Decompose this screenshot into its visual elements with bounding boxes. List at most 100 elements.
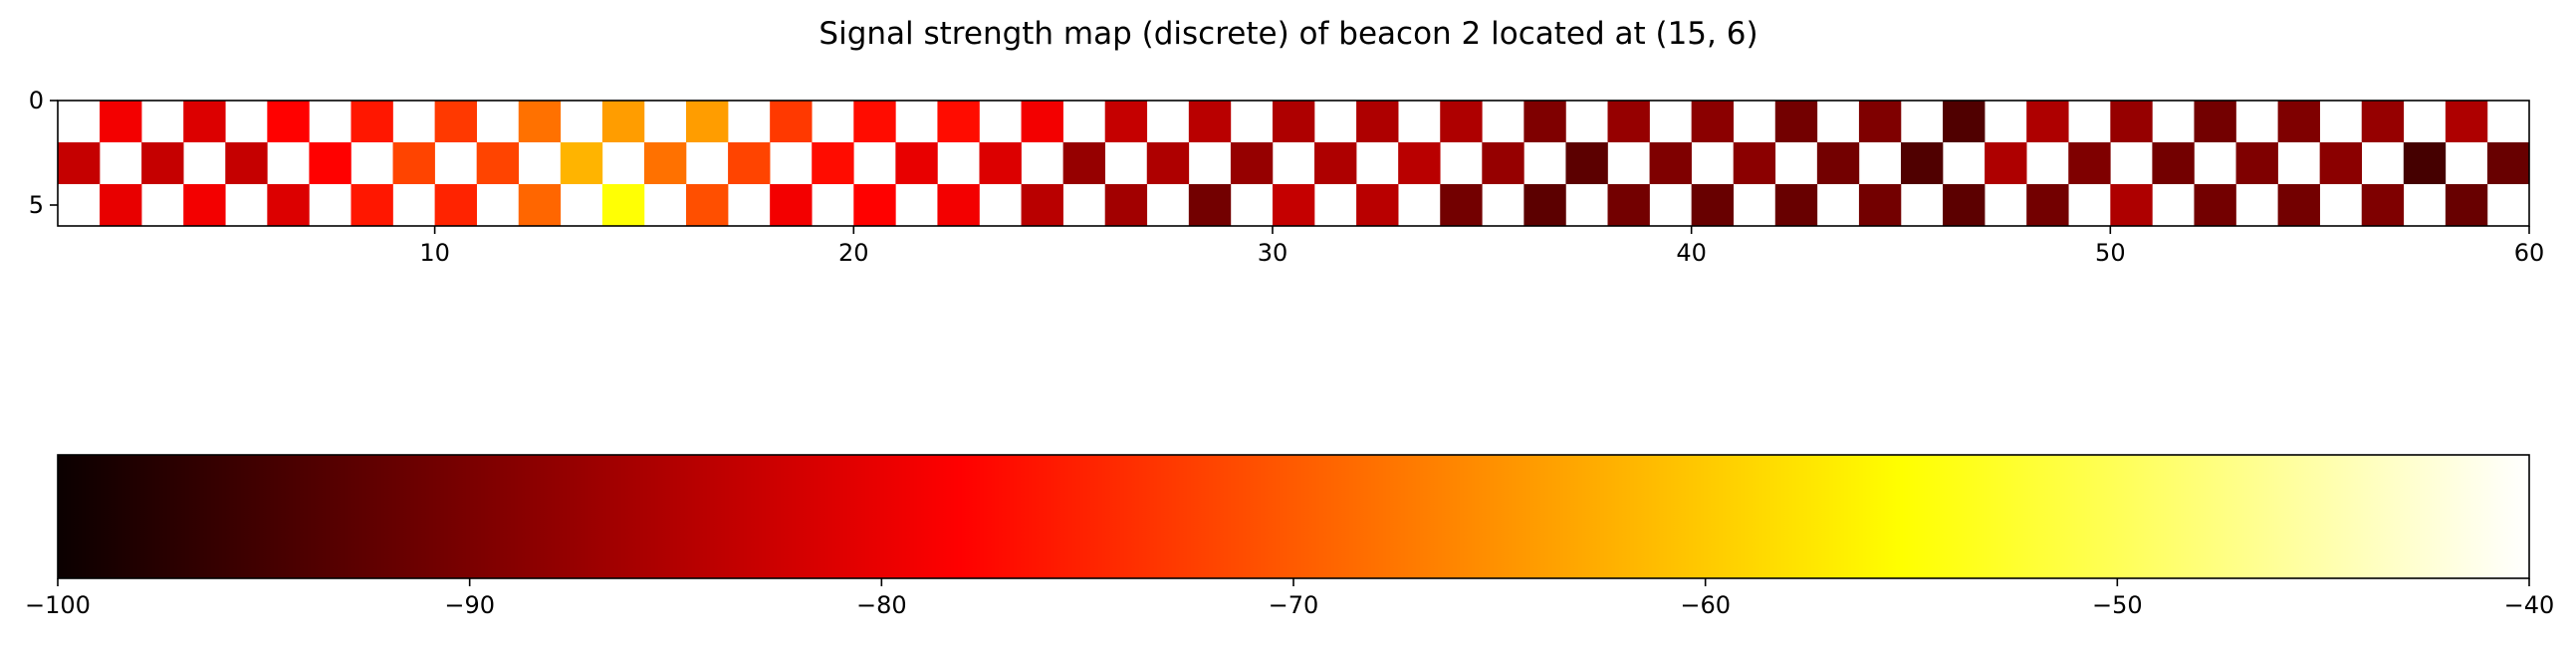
y-tick-label: 5 xyxy=(29,191,44,219)
colorbar-axis: −100 −90 −80 −70 −60 −50 −40 xyxy=(25,578,2554,619)
heatmap-cell xyxy=(1774,184,1818,226)
heatmap-cell xyxy=(392,142,435,184)
heatmap-cell xyxy=(267,184,310,226)
heatmap-y-axis: 05 xyxy=(29,87,58,219)
heatmap-cell xyxy=(2361,184,2405,226)
colorbar-tick-label: −80 xyxy=(856,591,907,619)
heatmap-cell xyxy=(351,184,393,226)
heatmap-cell xyxy=(1021,101,1063,142)
heatmap-cell xyxy=(100,184,142,226)
heatmap-cell xyxy=(476,142,520,184)
heatmap-cell xyxy=(1021,184,1063,226)
heatmap-cell xyxy=(1943,101,1986,142)
heatmap-cell xyxy=(2068,142,2111,184)
heatmap-cell xyxy=(518,184,562,226)
y-tick-label: 0 xyxy=(29,87,44,114)
heatmap-cell xyxy=(770,101,813,142)
heatmap-cell xyxy=(979,142,1022,184)
heatmap-cell xyxy=(1272,184,1315,226)
heatmap-cell xyxy=(2445,184,2488,226)
heatmap-cell xyxy=(2152,142,2195,184)
heatmap-cell xyxy=(2026,101,2069,142)
heatmap-cell xyxy=(1691,101,1735,142)
heatmap-cell xyxy=(1440,184,1483,226)
heatmap-cell xyxy=(2110,184,2153,226)
heatmap-cell xyxy=(937,184,980,226)
heatmap-cell xyxy=(2277,184,2320,226)
heatmap-cell xyxy=(1356,101,1399,142)
heatmap-cell xyxy=(937,101,980,142)
heatmap-cell xyxy=(643,142,687,184)
colorbar-tick-label: −40 xyxy=(2504,591,2555,619)
heatmap-cell xyxy=(1104,101,1148,142)
heatmap-cell xyxy=(1774,101,1818,142)
heatmap-cell xyxy=(351,101,393,142)
heatmap-cell xyxy=(728,142,771,184)
colorbar-tick-label: −50 xyxy=(2092,591,2143,619)
heatmap-cell xyxy=(1985,142,2027,184)
heatmap-cell xyxy=(434,184,477,226)
x-tick-label: 20 xyxy=(838,239,869,267)
x-tick-label: 50 xyxy=(2095,239,2126,267)
heatmap-cell xyxy=(267,101,310,142)
heatmap-cell xyxy=(141,142,184,184)
heatmap-cell xyxy=(1230,142,1274,184)
colorbar-gradient xyxy=(58,455,2529,578)
heatmap-cell xyxy=(1104,184,1148,226)
heatmap-cell xyxy=(2445,101,2488,142)
x-tick-label: 40 xyxy=(1676,239,1707,267)
heatmap-cell xyxy=(895,142,938,184)
heatmap-x-axis: 10 20 30 40 50 60 xyxy=(419,226,2544,267)
x-tick-label: 30 xyxy=(1258,239,1288,267)
heatmap-cell xyxy=(1858,101,1902,142)
heatmap-cell xyxy=(1062,142,1105,184)
heatmap-cell xyxy=(1607,184,1650,226)
heatmap-cell xyxy=(1356,184,1399,226)
heatmap-cell xyxy=(1900,142,1944,184)
heatmap-cell xyxy=(183,184,226,226)
heatmap-cell xyxy=(309,142,351,184)
colorbar-tick-label: −70 xyxy=(1269,591,1319,619)
heatmap-cell xyxy=(2194,101,2236,142)
heatmap-cell xyxy=(1565,142,1608,184)
colorbar-tick-label: −60 xyxy=(1680,591,1731,619)
heatmap-cell xyxy=(434,101,477,142)
heatmap-cell xyxy=(225,142,268,184)
heatmap-cell xyxy=(1858,184,1902,226)
heatmap-cell xyxy=(1482,142,1524,184)
heatmap-cell xyxy=(2319,142,2363,184)
heatmap-cell xyxy=(100,101,142,142)
heatmap-frame xyxy=(57,100,2530,227)
heatmap-cell xyxy=(1146,142,1190,184)
heatmap-cell xyxy=(812,142,854,184)
heatmap-cell xyxy=(2486,142,2530,184)
heatmap-cell xyxy=(1943,184,1986,226)
heatmap-cell xyxy=(2194,184,2236,226)
heatmap-cell xyxy=(1691,184,1735,226)
heatmap-cell xyxy=(1188,101,1232,142)
heatmap-cell xyxy=(1649,142,1692,184)
heatmap-cell xyxy=(853,184,896,226)
heatmap-cell xyxy=(2235,142,2278,184)
heatmap-cell xyxy=(1314,142,1357,184)
heatmap-cell xyxy=(2361,101,2405,142)
heatmap-cell xyxy=(601,101,645,142)
heatmap-cell xyxy=(183,101,226,142)
heatmap-cell xyxy=(58,142,101,184)
heatmap-cell xyxy=(1440,101,1483,142)
x-tick-label: 10 xyxy=(419,239,450,267)
heatmap-cell xyxy=(1188,184,1232,226)
heatmap-cell xyxy=(1272,101,1315,142)
heatmap-cell xyxy=(2026,184,2069,226)
heatmap-cell xyxy=(2403,142,2447,184)
heatmap-cell xyxy=(853,101,896,142)
heatmap-cell xyxy=(686,101,729,142)
heatmap-cell xyxy=(2277,101,2320,142)
heatmap-cell xyxy=(1816,142,1860,184)
heatmap-cell xyxy=(1733,142,1776,184)
heatmap-cell xyxy=(1398,142,1441,184)
heatmap-cell xyxy=(686,184,729,226)
colorbar-tick-label: −100 xyxy=(25,591,91,619)
heatmap-cell xyxy=(770,184,813,226)
